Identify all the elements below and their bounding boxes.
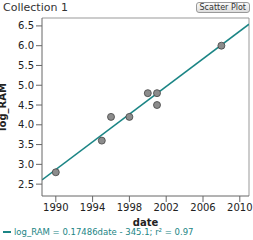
svg-text:log_RAM: log_RAM (8, 83, 9, 131)
svg-text:5.5: 5.5 (18, 60, 34, 71)
html-text:log_RAM = 0.17486date - 345.1;: log_RAM = 0.17486date - 345.1; r² = 0.97 (14, 227, 194, 237)
svg-text:5.0: 5.0 (18, 80, 34, 91)
svg-text:1994: 1994 (80, 202, 105, 213)
svg-text:3.0: 3.0 (18, 159, 34, 170)
svg-text:1990: 1990 (43, 202, 68, 213)
svg-text:4.0: 4.0 (18, 119, 34, 130)
svg-text:6.0: 6.0 (18, 40, 34, 51)
svg-text:2010: 2010 (227, 202, 245, 213)
svg-text:2.5: 2.5 (18, 179, 34, 190)
svg-text:3.5: 3.5 (18, 139, 34, 150)
svg-text:2006: 2006 (190, 202, 215, 213)
svg-text:6.5: 6.5 (18, 20, 34, 31)
html-text:Collection 1: Collection 1 (3, 1, 68, 14)
svg-text:1998: 1998 (117, 202, 142, 213)
svg-text:date: date (133, 217, 159, 226)
svg-text:2002: 2002 (153, 202, 178, 213)
html-text:Scatter Plot: Scatter Plot (199, 3, 246, 12)
svg-text:4.5: 4.5 (18, 100, 34, 111)
